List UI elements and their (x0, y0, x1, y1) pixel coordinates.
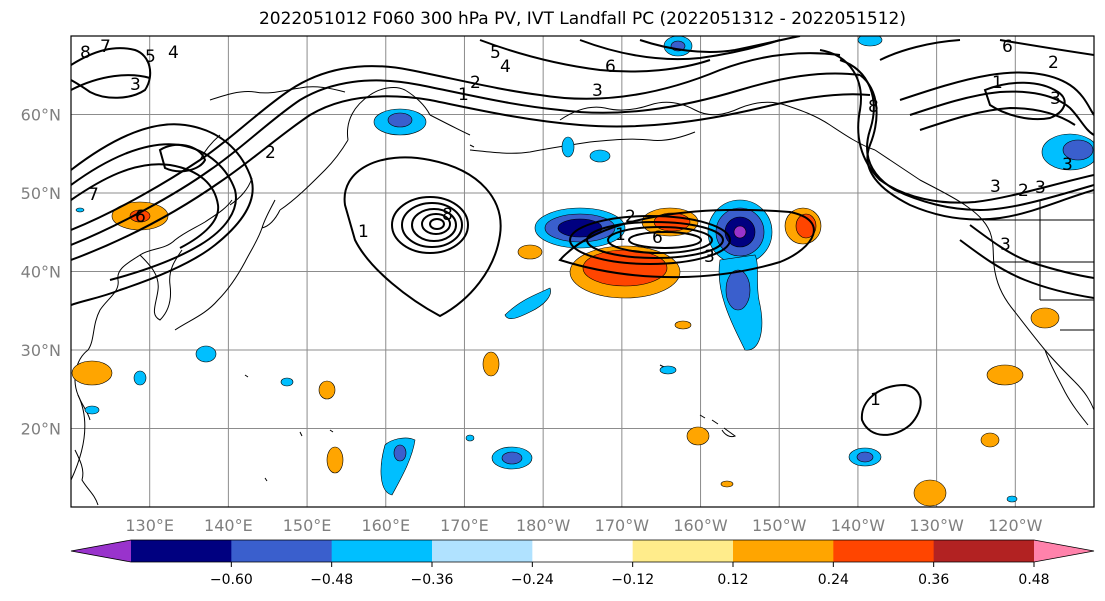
colorbar-segment (833, 540, 935, 562)
colorbar-segment (131, 540, 232, 562)
contour-label: 3 (592, 81, 603, 101)
colorbar-extend-low (71, 540, 131, 562)
longitude-label: 150°W (752, 516, 807, 535)
colorbar-tick-label: −0.48 (310, 572, 353, 588)
contour-label: 1 (458, 85, 469, 105)
pv-contours (71, 36, 1094, 436)
contour-label: 3 (1050, 89, 1061, 109)
contour-label: 1 (615, 225, 626, 245)
contour-label: 2 (265, 143, 276, 163)
longitude-labels: 130°E 140°E 150°E 160°E 170°E 180°W 170°W 160°W… (125, 516, 1042, 535)
colorbar-tick-label: 0.12 (717, 572, 748, 588)
colorbar-segment (733, 540, 834, 562)
longitude-label: 120°W (988, 516, 1043, 535)
plot-frame (70, 35, 1095, 508)
latitude-labels: 60°N 50°N 40°N 30°N 20°N (21, 106, 61, 439)
colorbar-segment (231, 540, 333, 562)
longitude-label: 170°W (595, 516, 650, 535)
latitude-label: 30°N (21, 341, 61, 360)
latitude-label: 50°N (21, 184, 61, 203)
colorbar-tick-label: −0.24 (511, 572, 554, 588)
colorbar-segment (432, 540, 533, 562)
contour-label: 3 (990, 177, 1001, 197)
contour-label: 3 (1000, 235, 1011, 255)
contour-label: 8 (442, 205, 453, 225)
longitude-label: 180°W (516, 516, 571, 535)
contour-label: 2 (470, 73, 481, 93)
colorbar: −0.60 −0.48 −0.36 −0.24 −0.12 0.12 0.24 0.36 0.4… (70, 539, 1095, 588)
contour-label: 3 (1035, 178, 1046, 198)
latitude-label: 40°N (21, 263, 61, 282)
contour-label: 6 (652, 228, 663, 248)
contour-label: 6 (1002, 37, 1013, 57)
contour-labels: 8 7 5 4 3 2 7 6 1 8 5 4 2 1 3 6 2 1 6 3 … (80, 37, 1073, 410)
contour-label: 5 (490, 43, 501, 63)
contour-label: 7 (88, 185, 99, 205)
colorbar-segment (532, 540, 634, 562)
colorbar-segment (933, 540, 1035, 562)
map-title: 2022051012 F060 300 hPa PV, IVT Landfall… (258, 9, 906, 29)
longitude-label: 130°W (909, 516, 964, 535)
contour-label: 2 (625, 207, 636, 227)
contour-label: 4 (168, 43, 179, 63)
longitude-label: 160°W (673, 516, 728, 535)
colorbar-tick-label: −0.60 (210, 572, 253, 588)
contour-label: 7 (100, 37, 111, 57)
longitude-label: 130°E (125, 516, 174, 535)
colorbar-segment (331, 540, 433, 562)
colorbar-extend-high (1034, 540, 1094, 562)
contour-label: 6 (605, 57, 616, 77)
colorbar-outline (70, 539, 1095, 563)
longitude-label: 140°W (831, 516, 886, 535)
longitude-label: 160°E (361, 516, 410, 535)
contour-label: 1 (358, 222, 369, 242)
contour-label: 4 (500, 57, 511, 77)
contour-label: 1 (870, 390, 881, 410)
contour-label: 6 (135, 207, 146, 227)
contour-label: 3 (130, 75, 141, 95)
latitude-label: 60°N (21, 106, 61, 125)
contour-label: 2 (1018, 181, 1029, 201)
colorbar-tick-label: 0.24 (818, 572, 849, 588)
colorbar-tick-label: 0.36 (918, 572, 949, 588)
contour-label: 8 (868, 97, 879, 117)
latitude-label: 20°N (21, 420, 61, 439)
contour-label: 5 (145, 47, 156, 67)
colorbar-segment (632, 540, 734, 562)
contour-label: 1 (992, 73, 1003, 93)
colorbar-tick-label: 0.48 (1018, 572, 1049, 588)
longitude-label: 140°E (204, 516, 253, 535)
colorbar-tick-label: −0.36 (411, 572, 454, 588)
contour-label: 3 (704, 247, 715, 267)
colorbar-tick-label: −0.12 (611, 572, 654, 588)
contour-label: 8 (80, 43, 91, 63)
contour-label: 2 (1048, 53, 1059, 73)
longitude-label: 170°E (440, 516, 489, 535)
longitude-label: 150°E (283, 516, 332, 535)
plot-area: 8 7 5 4 3 2 7 6 1 8 5 4 2 1 3 6 2 1 6 3 … (71, 36, 1094, 507)
contour-label: 3 (1062, 155, 1073, 175)
